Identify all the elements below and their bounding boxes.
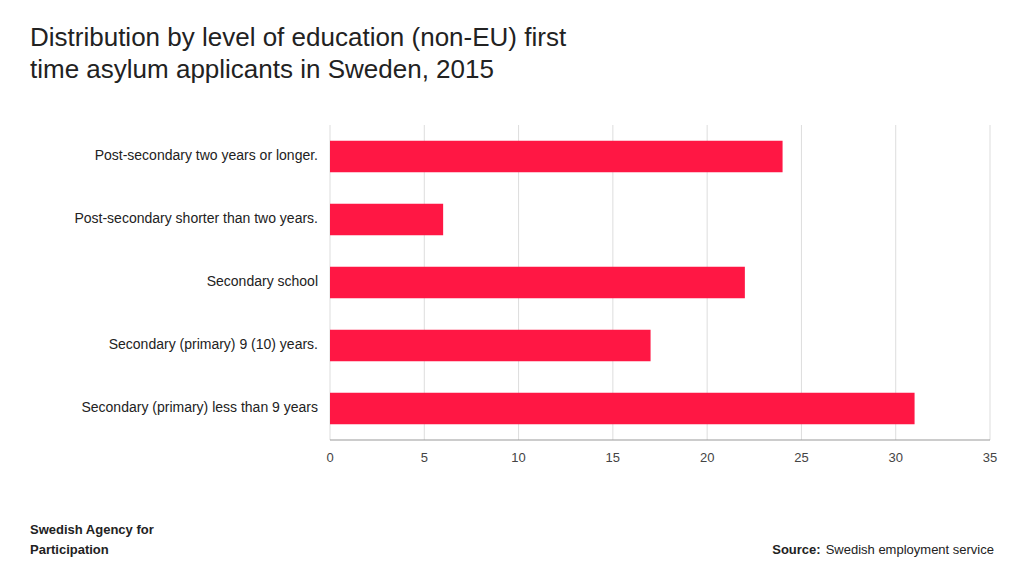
bar (330, 330, 651, 362)
category-label: Secondary school (207, 273, 318, 289)
category-label: Post-secondary two years or longer. (95, 147, 318, 163)
tick-label: 0 (326, 450, 333, 465)
x-ticks: 0 5 10 15 20 25 30 35 (326, 450, 997, 465)
tick-label: 20 (700, 450, 714, 465)
tick-label: 30 (888, 450, 902, 465)
tick-label: 25 (794, 450, 808, 465)
category-label: Secondary (primary) less than 9 years (81, 399, 318, 415)
chart: Distribution by level of education (non-… (0, 0, 1024, 576)
source-text: Swedish employment service (826, 542, 994, 557)
bar (330, 141, 783, 173)
bars (330, 141, 915, 425)
grid-line (990, 125, 991, 440)
category-label: Post-secondary shorter than two years. (74, 210, 318, 226)
title: Distribution by level of education (non-… (30, 22, 567, 84)
agency-text: Participation (30, 542, 109, 557)
bar (330, 267, 745, 299)
tick-label: 15 (606, 450, 620, 465)
tick-label: 5 (421, 450, 428, 465)
tick-label: 35 (983, 450, 997, 465)
tick-label: 10 (511, 450, 525, 465)
bar (330, 204, 443, 236)
agency-text: Swedish Agency for (30, 522, 154, 537)
bar (330, 393, 915, 425)
x-axis-line (330, 440, 990, 441)
grid (330, 125, 990, 440)
y-tick-labels: Secondary (primary) less than 9 years Sec… (74, 147, 318, 415)
source-label: Source: (772, 542, 820, 557)
category-label: Secondary (primary) 9 (10) years. (109, 336, 318, 352)
